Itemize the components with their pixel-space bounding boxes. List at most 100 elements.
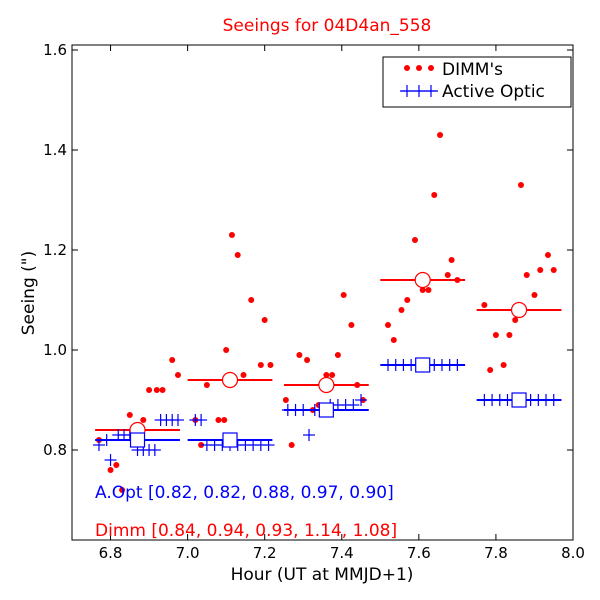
x-tick-label: 7.8 <box>484 544 508 562</box>
x-tick-label: 7.0 <box>176 544 200 562</box>
x-tick-label: 7.6 <box>407 544 431 562</box>
dimm-point <box>454 277 461 283</box>
active-optic-point <box>92 439 105 451</box>
active-optic-point <box>171 414 184 426</box>
active-optic-point <box>451 359 464 371</box>
dimm-bin-mean-marker <box>318 376 335 394</box>
legend-dimm-marker <box>416 65 422 71</box>
dimm-point <box>257 362 264 368</box>
annotation-dimm-means: Dimm [0.84, 0.94, 0.93, 1.14, 1.08] <box>95 521 397 541</box>
dimm-point <box>537 267 544 273</box>
dimm-point <box>523 272 530 278</box>
dimm-point <box>140 417 147 423</box>
dimm-point <box>390 337 397 343</box>
dimm-point <box>169 357 176 363</box>
y-axis: 0.8 1.0 1.2 1.4 1.6 <box>43 41 573 459</box>
dimm-point <box>267 362 274 368</box>
active-optic-point <box>148 444 161 456</box>
active-optic-point <box>547 394 560 406</box>
plot-frame <box>71 44 574 541</box>
active-optic-point <box>303 429 316 441</box>
dimm-point <box>348 322 355 328</box>
y-tick-label: 1.6 <box>43 41 67 59</box>
dimm-point <box>506 332 513 338</box>
active-optic-bin-mean-marker <box>129 432 146 448</box>
dimm-point <box>329 372 336 378</box>
legend-label-dimm: DIMM's <box>442 60 503 80</box>
dimm-point <box>550 267 557 273</box>
active-optic-point <box>355 394 368 406</box>
active-optic-point <box>104 454 117 466</box>
dimm-point <box>448 257 455 263</box>
dimm-point <box>113 462 120 468</box>
dimm-point <box>437 132 444 138</box>
dimm-point <box>215 417 222 423</box>
dimm-point <box>304 357 311 363</box>
dimm-point <box>544 252 551 258</box>
dimm-point <box>444 272 451 278</box>
dimm-point <box>411 237 418 243</box>
dimm-point <box>203 382 210 388</box>
dimm-point <box>234 252 241 258</box>
dimm-point <box>296 352 303 358</box>
dimm-point <box>107 467 114 473</box>
active-optic-bin-mean-marker <box>318 402 334 418</box>
dimm-point <box>146 387 153 393</box>
dimm-point <box>159 387 166 393</box>
dimm-point <box>126 412 133 418</box>
x-tick-label: 8.0 <box>561 544 585 562</box>
dimm-bin-mean-marker <box>414 271 431 289</box>
active-optic-point <box>262 439 275 451</box>
dimm-point <box>500 362 507 368</box>
annotation-active-optic-means: A.Opt [0.82, 0.82, 0.88, 0.97, 0.90] <box>95 483 394 503</box>
x-tick-label: 7.2 <box>253 544 277 562</box>
active-optic-bin-mean-marker <box>511 392 527 408</box>
dimm-bin-mean-marker <box>221 371 239 389</box>
dimm-point <box>425 287 432 293</box>
x-tick-label: 7.4 <box>330 544 354 562</box>
dimm-point <box>385 322 392 328</box>
dimm-point <box>221 417 228 423</box>
x-axis: 6.8 7.0 7.2 7.4 7.6 7.8 8.0 <box>99 45 585 562</box>
legend-box <box>382 56 572 108</box>
dimm-point <box>340 292 347 298</box>
dimm-point <box>223 347 230 353</box>
active-optic-bin-mean-marker <box>222 432 238 448</box>
dimm-point <box>228 232 235 238</box>
dimm-point <box>398 307 405 313</box>
dimm-point <box>512 317 519 323</box>
y-axis-label: Seeing (") <box>19 251 39 336</box>
dimm-point <box>531 292 538 298</box>
legend: DIMM's Active Optic <box>382 56 572 108</box>
chart-title: Seeings for 04D4an_558 <box>223 16 432 36</box>
legend-markers <box>400 65 438 97</box>
dimm-point <box>288 442 295 448</box>
y-tick-label: 1.4 <box>43 141 67 159</box>
dimm-point <box>404 297 411 303</box>
legend-active-optic-marker <box>413 85 425 97</box>
dimm-point <box>517 182 524 188</box>
x-axis-label: Hour (UT at MMJD+1) <box>231 565 414 585</box>
dimm-point <box>431 192 438 198</box>
dimm-point <box>419 287 426 293</box>
x-tick-label: 6.8 <box>99 544 123 562</box>
dimm-point <box>481 302 488 308</box>
dimm-point <box>354 382 361 388</box>
dimm-bin-mean-marker <box>510 301 528 319</box>
active-optic-bin-mean-marker <box>415 357 431 373</box>
plot-marks <box>92 132 562 493</box>
dimm-point <box>119 487 126 493</box>
legend-label-active-optic: Active Optic <box>442 82 545 102</box>
legend-dimm-marker <box>404 65 410 71</box>
legend-dimm-marker <box>428 65 434 71</box>
active-optic-point <box>195 414 208 426</box>
y-tick-label: 0.8 <box>43 441 67 459</box>
dimm-point <box>334 352 341 358</box>
legend-active-optic-marker <box>425 85 437 97</box>
dimm-point <box>174 372 181 378</box>
y-tick-label: 1.0 <box>43 341 67 359</box>
active-optic-point <box>297 404 310 416</box>
dimm-point <box>153 387 160 393</box>
dimm-point <box>282 397 289 403</box>
